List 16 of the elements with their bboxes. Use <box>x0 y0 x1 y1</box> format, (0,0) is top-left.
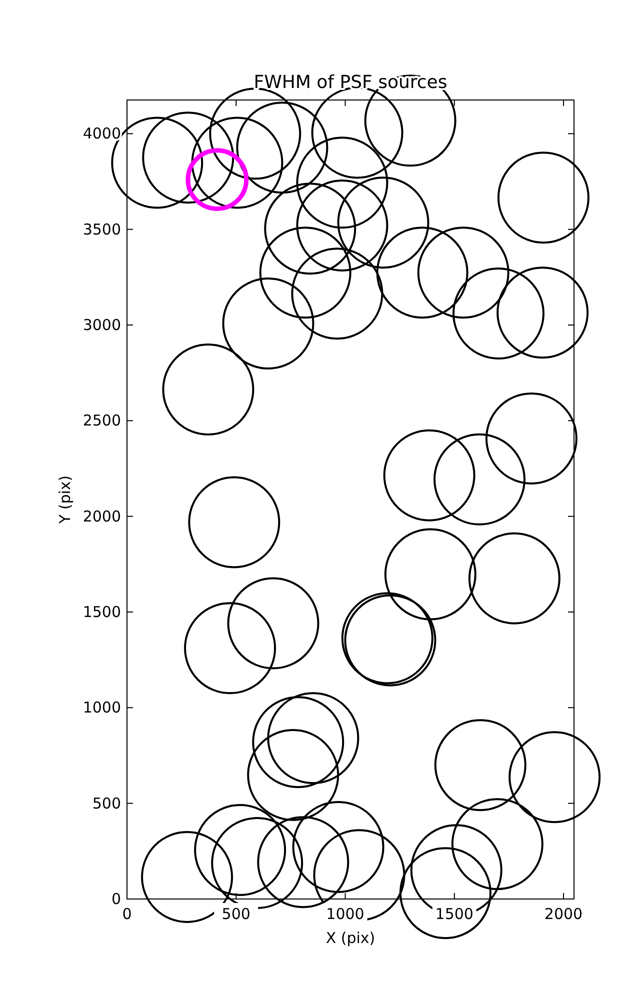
x-tick-label: 1500 <box>435 905 474 923</box>
x-tick-label: 0 <box>122 905 132 923</box>
y-tick-label: 3000 <box>82 316 121 334</box>
x-tick-label: 500 <box>222 905 250 923</box>
y-tick-label: 3500 <box>82 220 121 238</box>
y-tick-label: 2500 <box>82 412 121 430</box>
y-tick-label: 4000 <box>82 124 121 143</box>
x-tick-label: 1000 <box>326 905 364 923</box>
y-axis-title: Y (pix) <box>56 475 74 525</box>
y-tick-label: 2000 <box>82 507 121 526</box>
y-tick-label: 1000 <box>82 698 121 717</box>
y-tick-label: 500 <box>92 794 121 812</box>
y-tick-label: 1500 <box>82 603 121 622</box>
x-axis-title: X (pix) <box>326 929 376 947</box>
x-tick-label: 2000 <box>544 905 583 923</box>
y-tick-label: 0 <box>111 890 121 908</box>
